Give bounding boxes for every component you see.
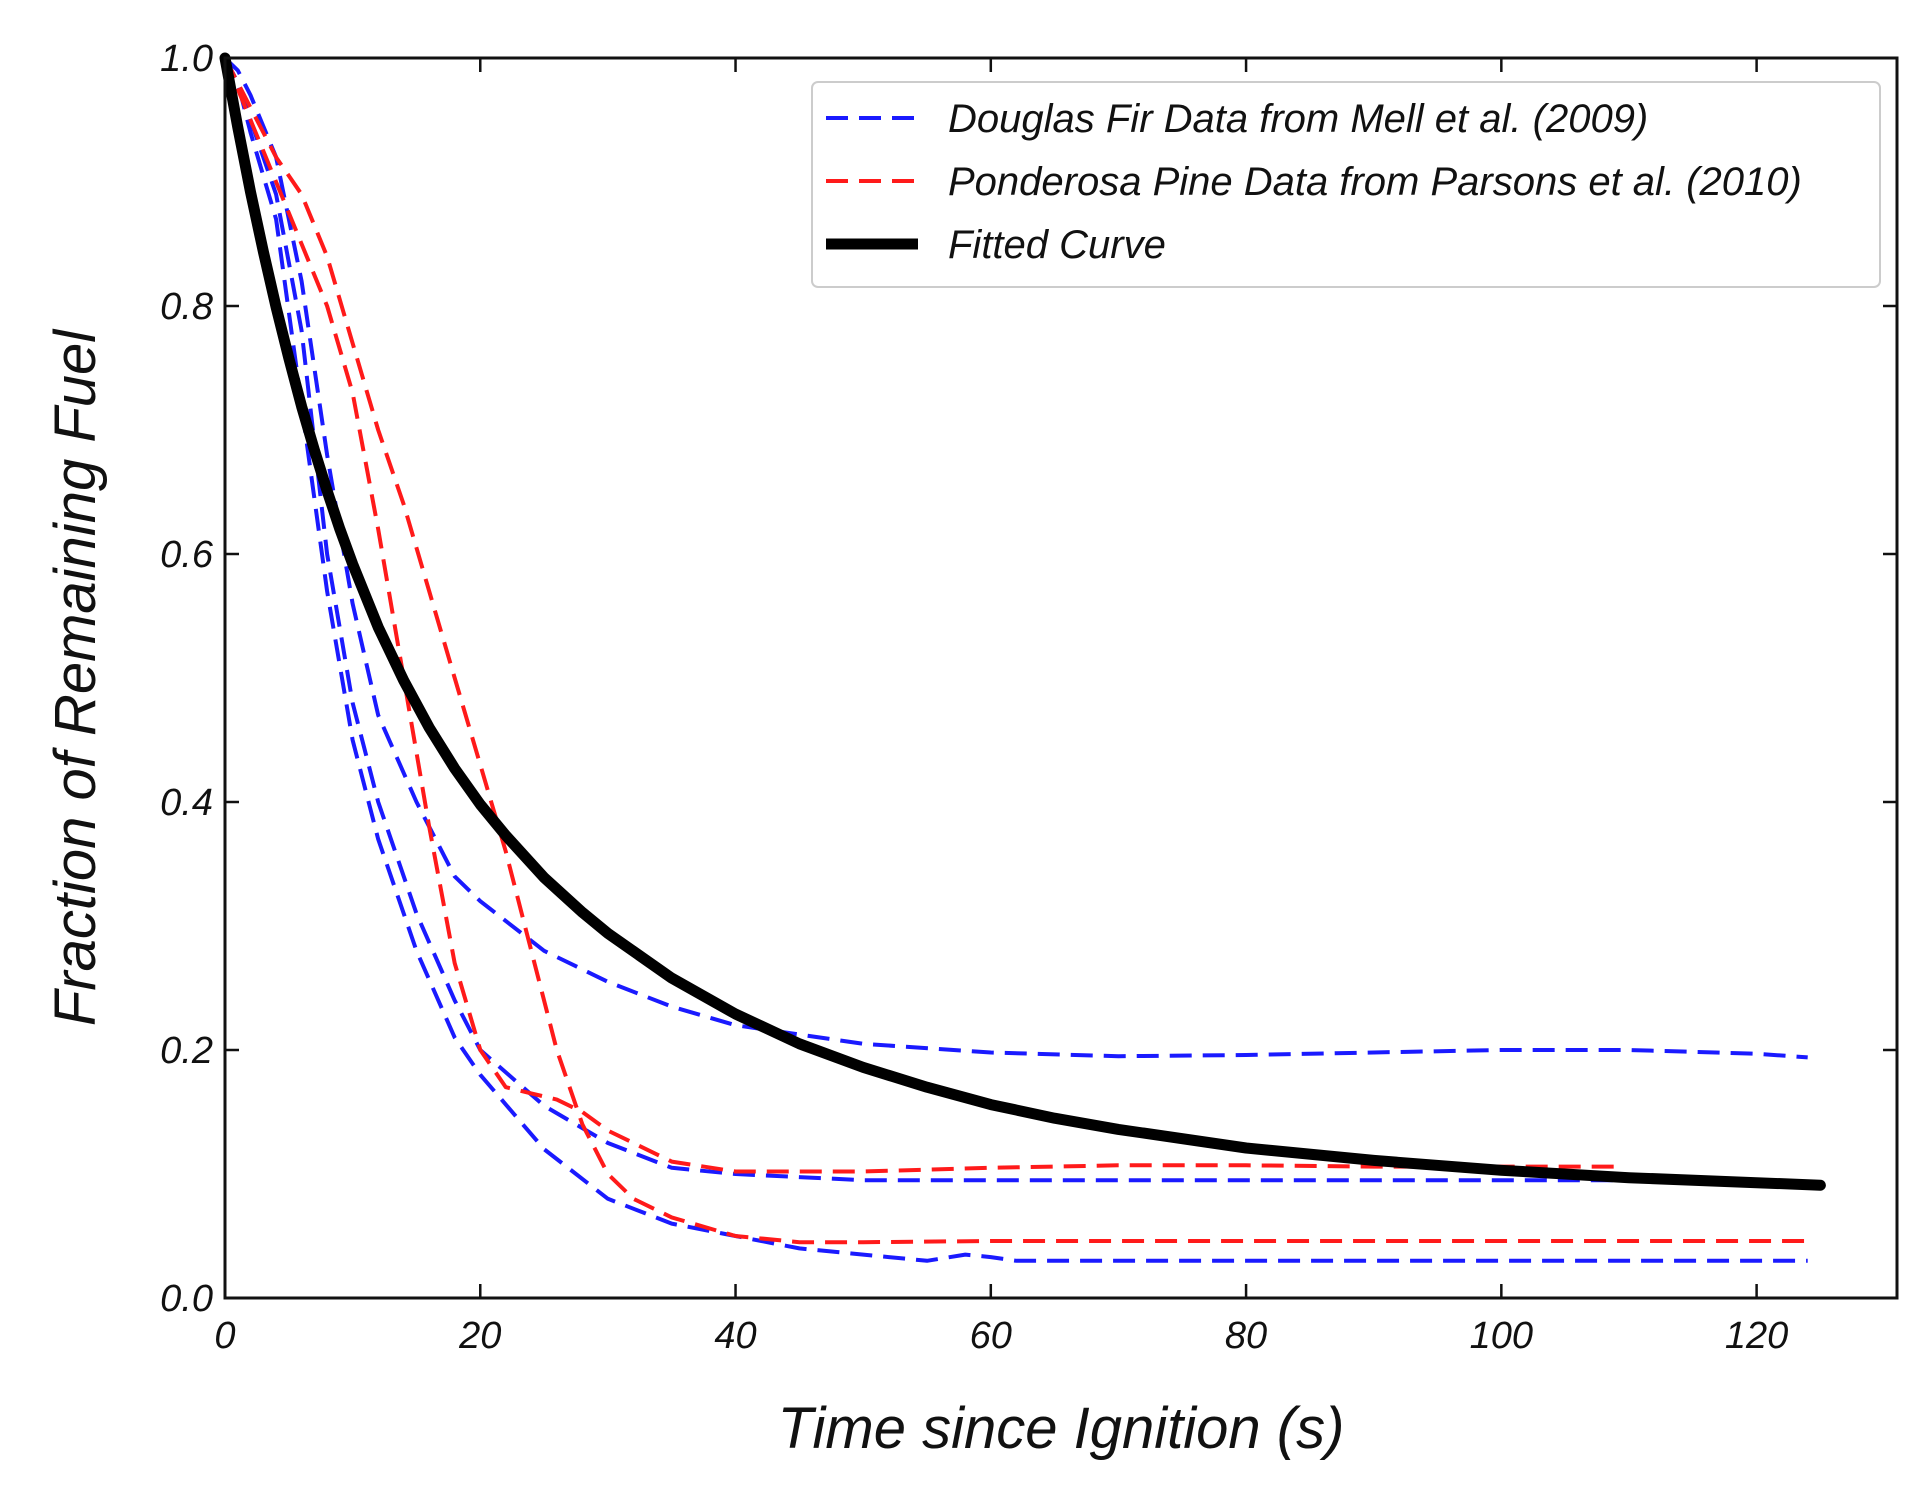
x-tick-label: 20 <box>458 1315 501 1357</box>
x-tick-label: 0 <box>214 1315 235 1357</box>
y-axis-title: Fraction of Remaining Fuel <box>43 328 108 1026</box>
series-line-3 <box>223 57 1808 1263</box>
series-line-1 <box>223 56 1808 1060</box>
legend-label-2: Ponderosa Pine Data from Parsons et al. … <box>948 160 1802 204</box>
legend-label-3: Fitted Curve <box>948 223 1166 267</box>
plot-frame <box>223 56 1899 1300</box>
series-line-5 <box>223 57 1808 1245</box>
y-tick-label: 0.4 <box>160 782 213 824</box>
y-tick-label: 0.2 <box>160 1030 213 1072</box>
series-line-6 <box>219 52 1826 1191</box>
y-tick-label: 0.0 <box>160 1278 213 1320</box>
y-tick-label: 0.8 <box>160 286 213 328</box>
x-tick-label: 100 <box>1470 1315 1533 1357</box>
legend: Douglas Fir Data from Mell et al. (2009)… <box>811 81 1881 288</box>
x-tick-label: 40 <box>714 1315 756 1357</box>
series-layer <box>219 52 1826 1263</box>
x-tick-label: 60 <box>970 1315 1012 1357</box>
x-tick-label: 120 <box>1725 1315 1788 1357</box>
x-axis-title: Time since Ignition (s) <box>778 1396 1345 1461</box>
y-tick-label: 1.0 <box>160 38 213 80</box>
series-line-4 <box>223 57 1617 1174</box>
ticks-layer: 0 20 40 60 80 100 120 0.0 0.2 0.4 0.6 0.8 1.0 <box>160 38 1897 1357</box>
x-tick-label: 80 <box>1225 1315 1267 1357</box>
legend-box <box>811 81 1881 288</box>
legend-label-1: Douglas Fir Data from Mell et al. (2009) <box>948 97 1648 141</box>
y-tick-label: 0.6 <box>160 534 214 576</box>
